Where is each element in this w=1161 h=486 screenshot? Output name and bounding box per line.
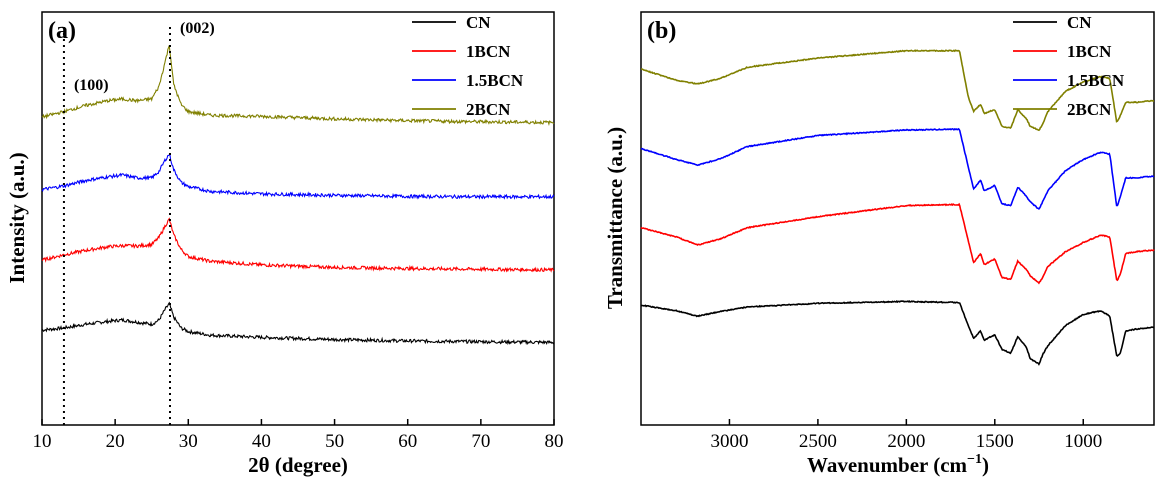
series-line-1BCN — [640, 202, 1155, 285]
panel-a-xrd-chart: 10 20 30 40 50 60 70 80 (a) 2θ (degree) Intensi… — [5, 11, 564, 477]
x-tick-label: 10 — [33, 431, 52, 452]
x-tick-label: 40 — [252, 431, 271, 452]
peak-annotations-a: (100) (002) — [74, 20, 215, 94]
legend-label-2BCN: 2BCN — [466, 100, 511, 119]
panel-b-ftir-chart: 3000 2500 2000 1500 1000 (b) Wavenumber (cm−… — [603, 11, 1155, 477]
x-tick-label: 30 — [179, 431, 198, 452]
legend-label-1.5BCN: 1.5BCN — [466, 71, 524, 90]
x-tick-label: 2000 — [887, 431, 925, 452]
plot-frame-a — [41, 11, 555, 426]
x-tick-label: 3000 — [710, 431, 748, 452]
x-tick-label: 1500 — [976, 431, 1014, 452]
series-line-CN — [640, 299, 1155, 366]
panel-label-a: (a) — [48, 18, 76, 44]
plot-area-b — [640, 49, 1155, 366]
x-tick-label: 2500 — [799, 431, 837, 452]
x-tick-label: 60 — [398, 431, 417, 452]
y-axis-label-b: Transmittance (a.u.) — [603, 127, 627, 309]
x-tick-label: 70 — [471, 431, 490, 452]
x-axis-label-b-end: ) — [982, 453, 989, 477]
x-axis-b: 3000 2500 2000 1500 1000 — [710, 419, 1102, 452]
legend-a: CN 1BCN 1.5BCN 2BCN — [412, 13, 524, 119]
peak-annotation: (100) — [74, 77, 109, 94]
x-axis-label-b-sup: −1 — [967, 452, 982, 467]
x-tick-label: 80 — [545, 431, 564, 452]
legend-b: CN 1BCN 1.5BCN 2BCN — [1013, 13, 1125, 119]
series-line-1.5BCN — [640, 127, 1155, 210]
series-line-1.5BCN — [41, 154, 555, 200]
x-tick-label: 50 — [325, 431, 344, 452]
x-tick-label: 1000 — [1064, 431, 1102, 452]
x-axis-a: 10 20 30 40 50 60 70 80 — [33, 419, 564, 452]
legend-label-1.5BCN: 1.5BCN — [1067, 71, 1125, 90]
legend-label-1BCN: 1BCN — [1067, 42, 1112, 61]
legend-label-CN: CN — [1067, 13, 1092, 32]
panel-label-b: (b) — [647, 18, 676, 44]
x-axis-label-a: 2θ (degree) — [248, 453, 348, 477]
legend-label-1BCN: 1BCN — [466, 42, 511, 61]
peak-annotation: (002) — [180, 20, 215, 37]
x-tick-label: 20 — [106, 431, 125, 452]
series-line-CN — [41, 301, 555, 346]
x-axis-label-b: Wavenumber (cm−1) — [807, 452, 989, 477]
series-line-1BCN — [41, 217, 555, 273]
y-axis-label-a: Intensity (a.u.) — [5, 152, 29, 283]
legend-label-2BCN: 2BCN — [1067, 100, 1112, 119]
plot-frame-b — [640, 11, 1155, 426]
plot-area-a — [41, 27, 555, 425]
series-line-2BCN — [640, 49, 1155, 132]
legend-label-CN: CN — [466, 13, 491, 32]
series-line-2BCN — [41, 45, 555, 126]
x-axis-label-b-main: Wavenumber (cm — [807, 453, 968, 477]
